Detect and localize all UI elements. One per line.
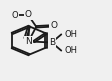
Text: O: O — [50, 21, 57, 30]
Text: OH: OH — [64, 30, 77, 39]
Text: O: O — [25, 10, 32, 19]
Text: O: O — [12, 11, 18, 20]
Text: B: B — [49, 38, 55, 47]
Text: OH: OH — [64, 46, 77, 55]
Text: N: N — [25, 37, 32, 46]
